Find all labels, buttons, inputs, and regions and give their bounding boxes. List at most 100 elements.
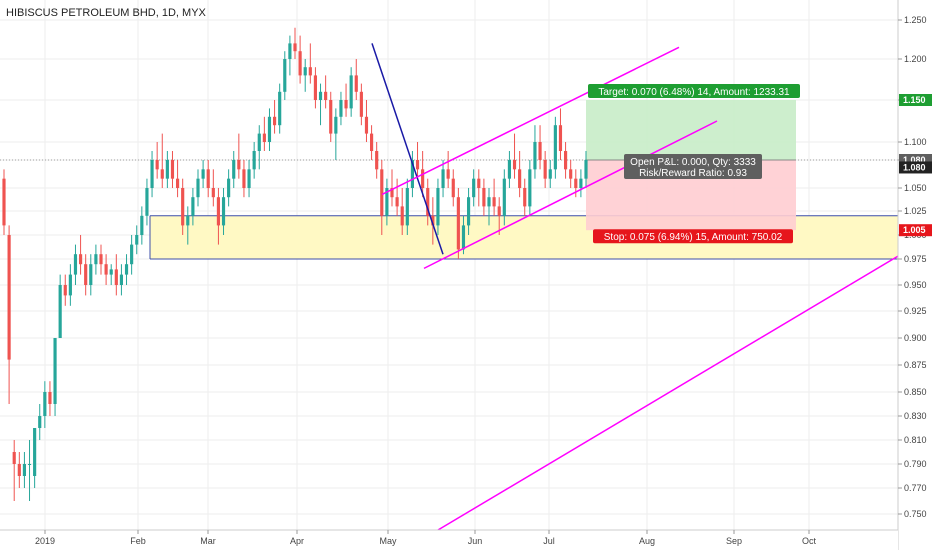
candle-body: [130, 244, 134, 265]
candle-body: [308, 67, 312, 76]
candle-body: [7, 235, 11, 360]
time-tick-label: Sep: [726, 536, 742, 546]
price-tag-bg: [899, 224, 932, 237]
candle-body: [364, 116, 369, 134]
price-tick-label: 0.900: [904, 333, 927, 343]
candle: [196, 169, 200, 207]
candle-body: [237, 160, 241, 170]
candle: [99, 244, 103, 275]
candle: [426, 178, 430, 226]
candle-body: [563, 151, 568, 170]
candle: [272, 100, 277, 134]
candle: [308, 43, 312, 84]
candle-body: [99, 254, 103, 265]
candle-body: [426, 188, 430, 216]
candle: [63, 274, 67, 306]
price-tick-label: 0.975: [904, 254, 927, 264]
candle: [405, 178, 409, 235]
time-tick-label: Oct: [802, 536, 817, 546]
candle-body: [354, 75, 358, 92]
candle: [359, 83, 363, 126]
candle-body: [43, 392, 47, 416]
candle-body: [446, 169, 450, 179]
candle-body: [436, 188, 440, 226]
candle: [313, 67, 318, 109]
candle-body: [73, 254, 78, 275]
pnl-label-text: Risk/Reward Ratio: 0.93: [639, 168, 747, 179]
candle-body: [140, 215, 144, 235]
candle-body: [390, 188, 394, 198]
candle: [181, 178, 185, 235]
candle: [119, 264, 124, 296]
candle: [150, 151, 154, 198]
target-area[interactable]: [586, 100, 796, 160]
time-axis-bg: [0, 530, 898, 550]
descending-trendline[interactable]: [371, 43, 444, 255]
candle: [114, 254, 118, 296]
channel-lower-line[interactable]: [423, 120, 718, 270]
stop-label: Stop: 0.075 (6.94%) 15, Amount: 750.02: [593, 229, 793, 244]
candle-body: [68, 274, 72, 296]
candle: [160, 133, 164, 188]
candle: [303, 59, 307, 92]
candle: [533, 125, 537, 179]
candle: [38, 404, 42, 440]
candle-body: [298, 51, 302, 76]
candle: [482, 178, 486, 216]
candle-body: [553, 125, 557, 170]
candle-body: [38, 416, 42, 428]
long-support-line[interactable]: [437, 255, 899, 531]
price-tag-label: 1.080: [903, 162, 926, 172]
price-tag-bg: [899, 94, 932, 106]
candle-body: [359, 91, 363, 117]
price-tag-label: 1.080: [903, 155, 926, 165]
candle: [502, 169, 506, 226]
candle-body: [421, 169, 425, 188]
drawing-lines[interactable]: [371, 43, 899, 531]
candle-body: [548, 169, 552, 179]
candle-body: [104, 264, 108, 275]
candle-body: [227, 178, 231, 198]
candle-body: [242, 169, 246, 188]
candle: [191, 188, 195, 226]
candle: [431, 197, 435, 245]
candle-body: [313, 75, 318, 100]
candle: [232, 151, 236, 188]
candle-body: [84, 264, 88, 285]
stop-label-bg: [593, 229, 793, 244]
candle: [569, 160, 573, 188]
price-tick-label: 0.750: [904, 509, 927, 519]
candle: [472, 169, 476, 207]
candle: [22, 452, 27, 488]
candle: [135, 225, 139, 255]
candle: [466, 188, 471, 235]
pnl-label-text: Open P&L: 0.000, Qty: 3333: [630, 157, 756, 168]
candle-body: [400, 206, 404, 226]
candle-body: [22, 464, 27, 476]
candle: [451, 169, 455, 207]
candle: [558, 108, 563, 160]
time-tick-label: May: [379, 536, 397, 546]
candle-body: [191, 197, 195, 216]
price-tick-label: 0.790: [904, 459, 927, 469]
price-tag-bg: [899, 161, 932, 174]
price-tick-label: 1.100: [904, 137, 927, 147]
candle: [211, 169, 215, 207]
candle-body: [487, 197, 491, 207]
channel-upper-line[interactable]: [381, 46, 680, 196]
candle-body: [502, 178, 506, 216]
candle-body: [211, 188, 215, 198]
candle-body: [303, 67, 307, 76]
candle-body: [497, 206, 501, 216]
candle: [369, 125, 374, 160]
candle-body: [124, 264, 129, 275]
candle-body: [221, 197, 226, 226]
candle-body: [318, 91, 323, 100]
candle: [278, 83, 282, 134]
target-label: Target: 0.070 (6.48%) 14, Amount: 1233.3…: [588, 84, 800, 98]
candle-body: [175, 178, 180, 188]
candle: [395, 178, 399, 216]
price-tag-label: 1.005: [903, 225, 926, 235]
